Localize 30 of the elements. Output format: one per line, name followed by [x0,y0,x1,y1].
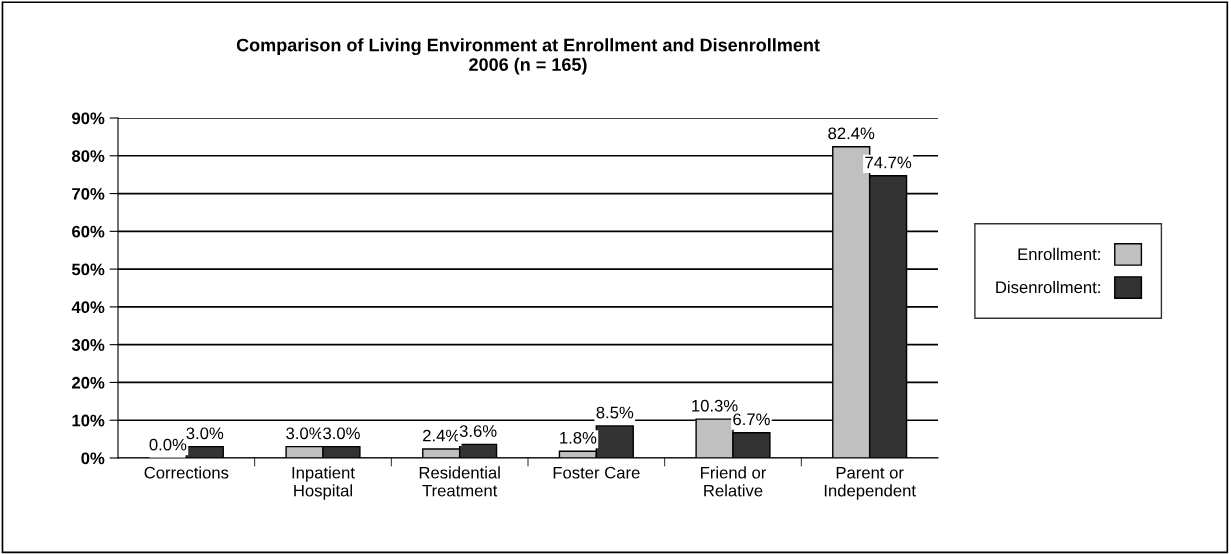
x-tick-label: Friend or Relative [701,466,767,497]
data-label: 6.7% [733,413,770,426]
y-tick-label: 10% [72,414,105,427]
data-label: 10.3% [692,399,738,412]
x-tick-label: Foster Care [553,466,640,479]
data-label: 0.0% [149,438,187,451]
data-label: 82.4% [828,127,875,140]
data-label: 1.8% [560,431,597,444]
x-tick-label: Inpatient Hospital [292,466,355,500]
data-label: 74.7% [865,156,912,169]
data-label: 3.0% [286,427,323,440]
legend-label: Disenrollment: [996,280,1100,294]
y-tick-label: 20% [72,376,105,389]
data-label: 3.6% [459,425,497,437]
y-tick-label: 70% [72,187,105,200]
data-label: 3.0% [323,427,360,440]
y-tick-label: 30% [71,339,105,351]
data-label: 3.0% [186,427,224,440]
y-tick-label: 50% [71,263,105,276]
legend-label: Enrollment: [1018,247,1100,261]
y-tick-label: 80% [71,150,105,162]
data-label: 8.5% [596,406,634,419]
chart-title: Comparison of Living Environment at Enrollment and Disenrollment 2006 (n = 165) [236,38,820,75]
x-tick-label: Residential Treatment [419,466,500,497]
y-tick-label: 40% [71,301,105,314]
y-tick-label: 90% [72,112,105,125]
y-tick-label: 60% [72,225,105,238]
x-tick-label: Corrections [144,466,229,479]
y-tick-label: 0% [81,452,105,465]
x-tick-label: Parent or Independent [824,466,916,500]
